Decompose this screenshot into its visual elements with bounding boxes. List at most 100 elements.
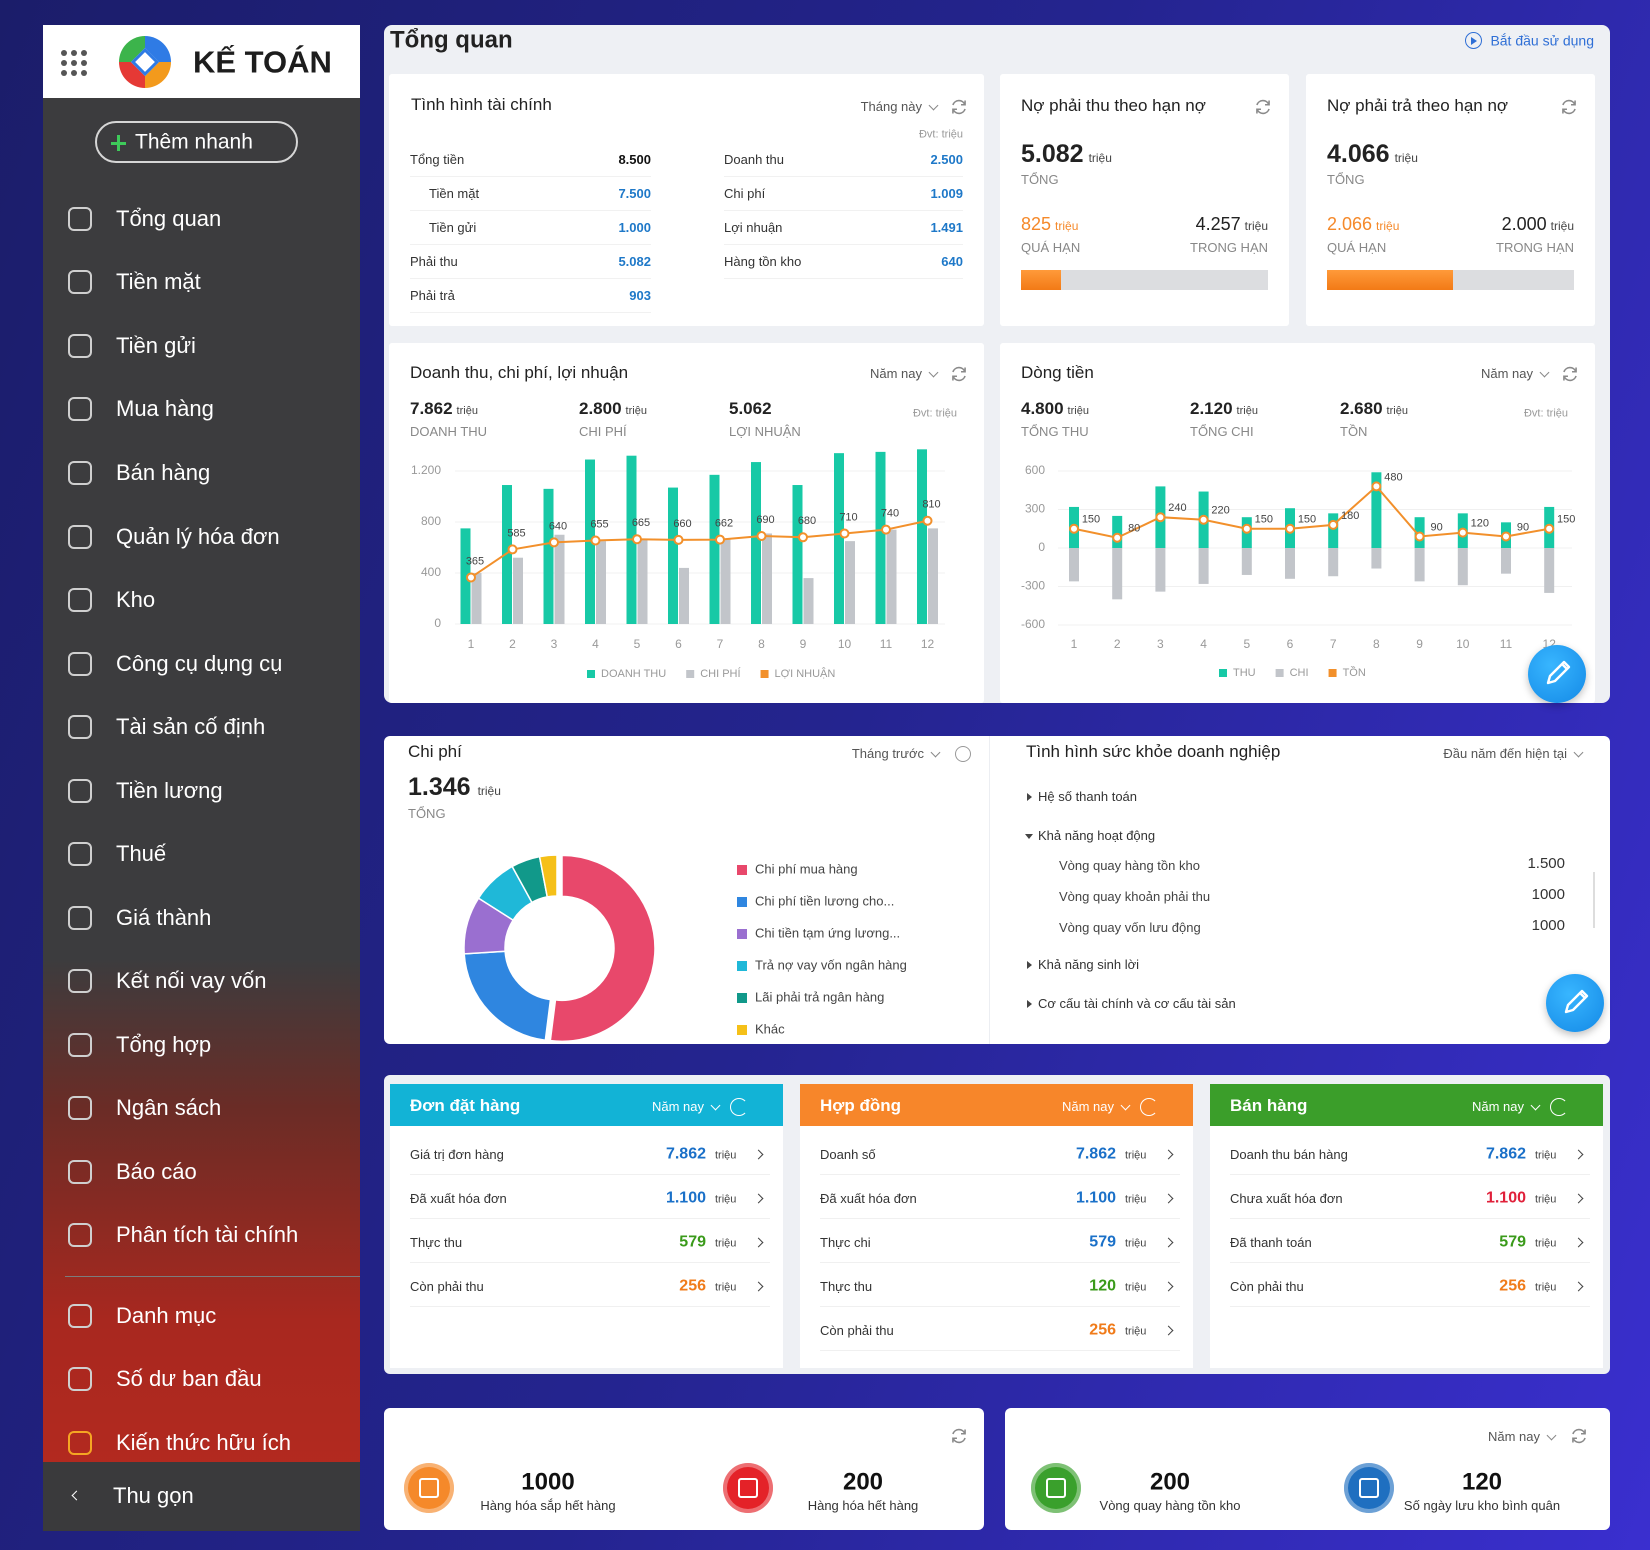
refresh-icon[interactable] <box>1254 98 1272 116</box>
group-label[interactable]: Khả năng hoạt động <box>1038 828 1156 844</box>
menu-item[interactable]: Kiến thức hữu ích <box>43 1415 360 1471</box>
refresh-icon[interactable] <box>1570 1427 1588 1445</box>
refresh-icon[interactable] <box>950 365 968 383</box>
refresh-icon[interactable] <box>1561 365 1579 383</box>
summary-row[interactable]: Đã thanh toán 579 triệu <box>1210 1223 1603 1263</box>
edit-button[interactable] <box>1528 645 1586 703</box>
refresh-icon[interactable] <box>730 1098 748 1116</box>
period-select[interactable]: Tháng này <box>860 99 922 115</box>
period-select[interactable]: Năm nay <box>651 1099 704 1115</box>
summary-row[interactable]: Thực chi 579 triệu <box>800 1223 1193 1263</box>
card-title: Bán hàng <box>1230 1095 1308 1115</box>
summary-row[interactable]: Đã xuất hóa đơn 1.100 triệu <box>390 1179 783 1219</box>
period-select[interactable]: Năm nay <box>869 366 922 382</box>
collapse-label: Thu gọn <box>113 1482 194 1508</box>
menu-item[interactable]: Phân tích tài chính <box>43 1207 360 1263</box>
menu-item[interactable]: Mua hàng <box>43 381 360 437</box>
row-label: Phải thu <box>410 254 458 270</box>
menu-item[interactable]: Quản lý hóa đơn <box>43 509 360 565</box>
period-select[interactable]: Năm nay <box>1480 366 1533 382</box>
menu-item[interactable]: Tiền mặt <box>43 254 360 310</box>
summary-row[interactable]: Doanh số 7.862 triệu <box>800 1135 1193 1175</box>
row-label: Tiền mặt <box>429 186 480 202</box>
menu-item[interactable]: Báo cáo <box>43 1144 360 1200</box>
menu-icon <box>68 1223 92 1248</box>
period-select[interactable]: Đầu năm đến hiện tại <box>1443 746 1567 762</box>
menu-item[interactable]: Công cụ dụng cụ <box>43 636 360 692</box>
edit-button[interactable] <box>1546 974 1604 1032</box>
group-label[interactable]: Cơ cấu tài chính và cơ cấu tài sản <box>1038 996 1236 1012</box>
row-label: Doanh thu <box>724 152 784 168</box>
refresh-icon[interactable] <box>1550 1098 1568 1116</box>
menu-icon <box>68 270 92 295</box>
summary-row[interactable]: Đã xuất hóa đơn 1.100 triệu <box>800 1179 1193 1219</box>
menu-grid-dot <box>81 70 87 76</box>
menu-item[interactable]: Tiền gửi <box>43 318 360 374</box>
row-label: Chưa xuất hóa đơn <box>1230 1191 1343 1207</box>
summary-line: 2.120 triệu <box>1190 399 1258 419</box>
menu-item[interactable]: Bán hàng <box>43 445 360 501</box>
menu-item[interactable]: Tổng hợp <box>43 1017 360 1073</box>
menu-item[interactable]: Tổng quan <box>43 191 360 247</box>
group-label[interactable]: Hệ số thanh toán <box>1038 789 1138 805</box>
period-select[interactable]: Năm nay <box>1061 1099 1114 1115</box>
menu-item[interactable]: Kết nối vay vốn <box>43 953 360 1009</box>
quick-add-button[interactable]: Thêm nhanh <box>95 121 298 163</box>
group-label[interactable]: Khả năng sinh lời <box>1038 957 1140 973</box>
total-line: 4.066 triệu <box>1327 140 1418 169</box>
card-title: Tình hình tài chính <box>411 94 552 114</box>
summary-row[interactable]: Thực thu 120 triệu <box>800 1267 1193 1307</box>
summary-row[interactable]: Thực thu 579 triệu <box>390 1223 783 1263</box>
row-value: 903 <box>629 288 651 304</box>
menu-item[interactable]: Kho <box>43 572 360 628</box>
unit-label: triệu <box>1088 151 1112 165</box>
chevron <box>928 100 939 111</box>
unit-label: triệu <box>477 784 501 798</box>
menu-label: Tài sản cố định <box>116 713 266 739</box>
chevron <box>71 1490 82 1501</box>
summary-row[interactable]: Còn phải thu 256 triệu <box>800 1311 1193 1351</box>
period-select[interactable]: Năm nay <box>1487 1429 1540 1445</box>
refresh-icon[interactable] <box>1140 1098 1158 1116</box>
chevron <box>1573 1149 1584 1160</box>
collapse-bar[interactable]: Thu gọn <box>43 1462 360 1531</box>
menu-label: Tổng hợp <box>116 1031 212 1057</box>
menu-label: Giá thành <box>116 904 212 930</box>
period-select[interactable]: Tháng trước <box>851 746 924 762</box>
unit-label: triệu <box>1055 219 1079 233</box>
menu-item[interactable]: Số dư ban đầu <box>43 1351 360 1407</box>
row-label: Thực chi <box>820 1235 871 1251</box>
row-label: Còn phải thu <box>410 1279 484 1295</box>
row-value: 7.862 <box>1485 1145 1526 1163</box>
menu-item[interactable]: Ngân sách <box>43 1080 360 1136</box>
settings-icon[interactable] <box>955 746 971 762</box>
menu-item[interactable]: Danh mục <box>43 1288 360 1344</box>
play-icon[interactable] <box>1465 32 1482 49</box>
row-label: Lợi nhuận <box>724 220 783 236</box>
refresh-icon[interactable] <box>1560 98 1578 116</box>
summary-value: 7.862 <box>410 399 453 418</box>
refresh-icon[interactable] <box>950 1427 968 1445</box>
menu-item[interactable]: Tiền lương <box>43 763 360 819</box>
menu-item[interactable]: Thuế <box>43 826 360 882</box>
row-value: 7.862 <box>1075 1145 1116 1163</box>
row-divider <box>410 1174 770 1175</box>
menu-item[interactable]: Giá thành <box>43 890 360 946</box>
summary-value: 4.800 <box>1021 399 1064 418</box>
card-header <box>390 1084 783 1126</box>
summary-row[interactable]: Giá trị đơn hàng 7.862 triệu <box>390 1135 783 1175</box>
card-title: Doanh thu, chi phí, lợi nhuận <box>410 362 629 382</box>
menu-item[interactable]: Tài sản cố định <box>43 699 360 755</box>
summary-row[interactable]: Còn phải thu 256 triệu <box>390 1267 783 1307</box>
refresh-icon[interactable] <box>950 98 968 116</box>
summary-row[interactable]: Doanh thu bán hàng 7.862 triệu <box>1210 1135 1603 1175</box>
unit-label: triệu <box>1125 1237 1147 1250</box>
summary-line: 4.800 triệu <box>1021 399 1089 419</box>
summary-row[interactable]: Chưa xuất hóa đơn 1.100 triệu <box>1210 1179 1603 1219</box>
row-value: 1.100 <box>665 1189 706 1207</box>
overdue-value: 2.066 <box>1327 214 1373 234</box>
start-link[interactable]: Bắt đầu sử dụng <box>1490 32 1594 49</box>
total-label: TỔNG <box>1327 172 1365 188</box>
summary-row[interactable]: Còn phải thu 256 triệu <box>1210 1267 1603 1307</box>
period-select[interactable]: Năm nay <box>1471 1099 1524 1115</box>
